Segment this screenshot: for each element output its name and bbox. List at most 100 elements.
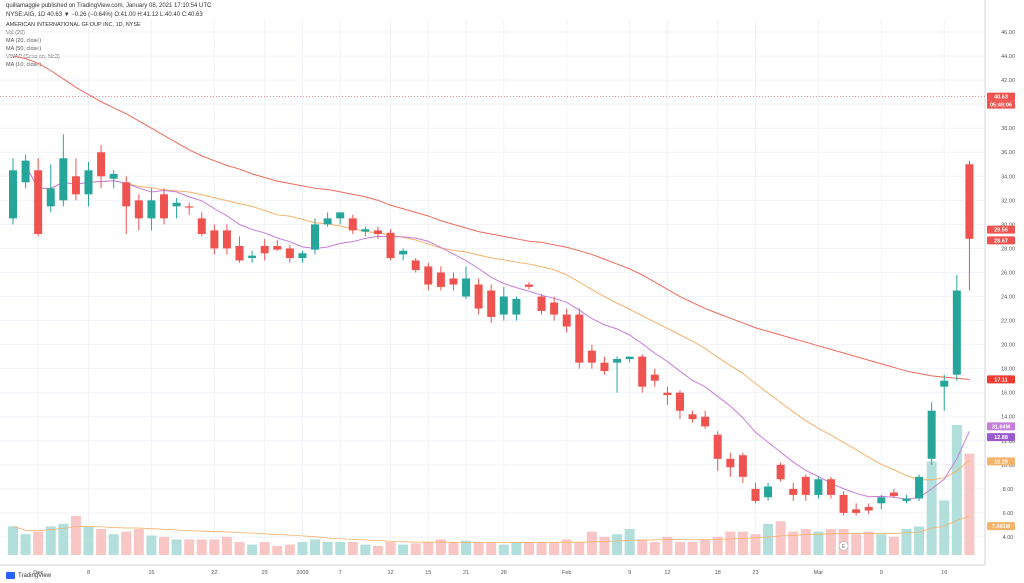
volume-bar <box>121 531 132 555</box>
volume-bar <box>649 542 660 555</box>
candle-down <box>273 246 282 250</box>
tradingview-label: TradingView <box>18 572 52 579</box>
volume-bar <box>851 534 862 555</box>
time-tick-label: 26 <box>501 570 507 576</box>
volume-bar <box>247 544 258 555</box>
volume-bar <box>108 534 119 555</box>
candle-down <box>638 356 647 387</box>
candle-up <box>46 188 55 207</box>
candle-down <box>864 506 873 511</box>
volume-bar <box>737 531 748 555</box>
candle-down <box>852 509 861 513</box>
indicator-vwap[interactable]: VWAP (Session, hlc3) <box>6 54 60 60</box>
candle-down <box>587 350 596 363</box>
candle-down <box>449 278 458 285</box>
time-tick-label: 8 <box>87 570 90 576</box>
volume-bar <box>159 536 170 555</box>
volume-bar <box>20 534 31 555</box>
candle-up <box>336 212 345 219</box>
volume-bar <box>750 534 761 555</box>
ma50-line <box>12 55 970 380</box>
candle-down <box>688 414 697 420</box>
candle-down <box>801 476 810 495</box>
volume-ma-line <box>12 515 970 544</box>
price-tick-label: 34.00 <box>1001 174 1015 180</box>
close-tag-b: 28.67 <box>994 238 1008 244</box>
ma10-tag-bg <box>987 433 1015 442</box>
candle-down <box>562 314 571 327</box>
volume-ma-tag-bg <box>987 522 1015 531</box>
countdown-tag: 05:49:06 <box>990 103 1012 109</box>
price-tick-label: 38.00 <box>1001 126 1015 132</box>
volume-ma-tag: 7.491M <box>992 524 1011 530</box>
volume-bar <box>511 542 522 555</box>
volume-bar <box>209 539 220 555</box>
indicator-ma20[interactable]: MA (20, close) <box>6 38 42 44</box>
price-tick-label: 30.00 <box>1001 222 1015 228</box>
volume-bar <box>888 536 899 555</box>
ma10-tag: 12.88 <box>994 435 1008 441</box>
close-tag-a-bg <box>987 225 1015 234</box>
indicator-ma10[interactable]: MA (10, close) <box>6 62 42 68</box>
ma50-tag-bg <box>987 375 1015 384</box>
author-line: quillamaggie published on TradingView.co… <box>6 3 212 9</box>
volume-bar <box>914 526 925 555</box>
volume-bar <box>964 453 975 555</box>
time-tick-label: 21 <box>463 570 469 576</box>
volume-bar <box>310 539 321 555</box>
volume-bar <box>335 542 346 555</box>
volume-bar <box>561 539 572 555</box>
candle-up <box>21 160 30 183</box>
volume-bar <box>398 544 409 555</box>
volume-bar <box>423 542 434 555</box>
price-tick-label: 18.00 <box>1001 367 1015 373</box>
candle-down <box>789 488 798 495</box>
candle-down <box>826 479 835 495</box>
ma20-line <box>25 165 970 481</box>
price-tick-label: 8.00 <box>1003 487 1014 493</box>
ma20-tag-bg <box>987 457 1015 466</box>
volume-tag-bg <box>987 422 1015 431</box>
ma10-line <box>25 165 970 500</box>
candle-down <box>474 284 483 309</box>
price-tick-label: 6.00 <box>1003 511 1014 517</box>
candle-down <box>373 230 382 234</box>
volume-bar <box>435 539 446 555</box>
volume-bar <box>448 542 459 555</box>
candle-down <box>411 260 420 271</box>
candle-up <box>462 278 471 297</box>
indicator-ma50[interactable]: MA (50, close) <box>6 46 42 52</box>
candle-down <box>134 200 143 219</box>
candle-up <box>298 253 307 259</box>
candle-up <box>84 170 93 195</box>
volume-tag: 31.64M <box>992 424 1011 430</box>
volume-bar <box>322 542 333 555</box>
volume-bar <box>70 516 81 555</box>
candle-down <box>487 290 496 317</box>
candle-down <box>260 246 269 254</box>
candle-down <box>965 164 974 239</box>
candle-up <box>613 359 622 363</box>
candle-up <box>9 170 17 219</box>
volume-bar <box>637 539 648 555</box>
candle-down <box>34 170 43 234</box>
indicator-vol[interactable]: Vol (20) <box>6 30 25 36</box>
candle-up <box>625 356 634 360</box>
price-tick-label: 10.00 <box>1001 463 1015 469</box>
volume-bar <box>763 523 774 555</box>
price-tick-label: 24.00 <box>1001 295 1015 301</box>
candle-down <box>424 266 433 285</box>
volume-bar <box>700 539 711 555</box>
earnings-marker <box>838 541 849 551</box>
candle-up <box>361 229 370 232</box>
volume-bar <box>45 526 56 555</box>
candle-down <box>550 302 559 315</box>
time-tick-label: 2009 <box>296 570 308 576</box>
candle-up <box>952 290 961 375</box>
volume-bar <box>813 531 824 555</box>
volume-bar <box>347 542 358 555</box>
volume-bar <box>674 542 685 555</box>
price-tick-label: 32.00 <box>1001 198 1015 204</box>
price-tick-label: 14.00 <box>1001 415 1015 421</box>
